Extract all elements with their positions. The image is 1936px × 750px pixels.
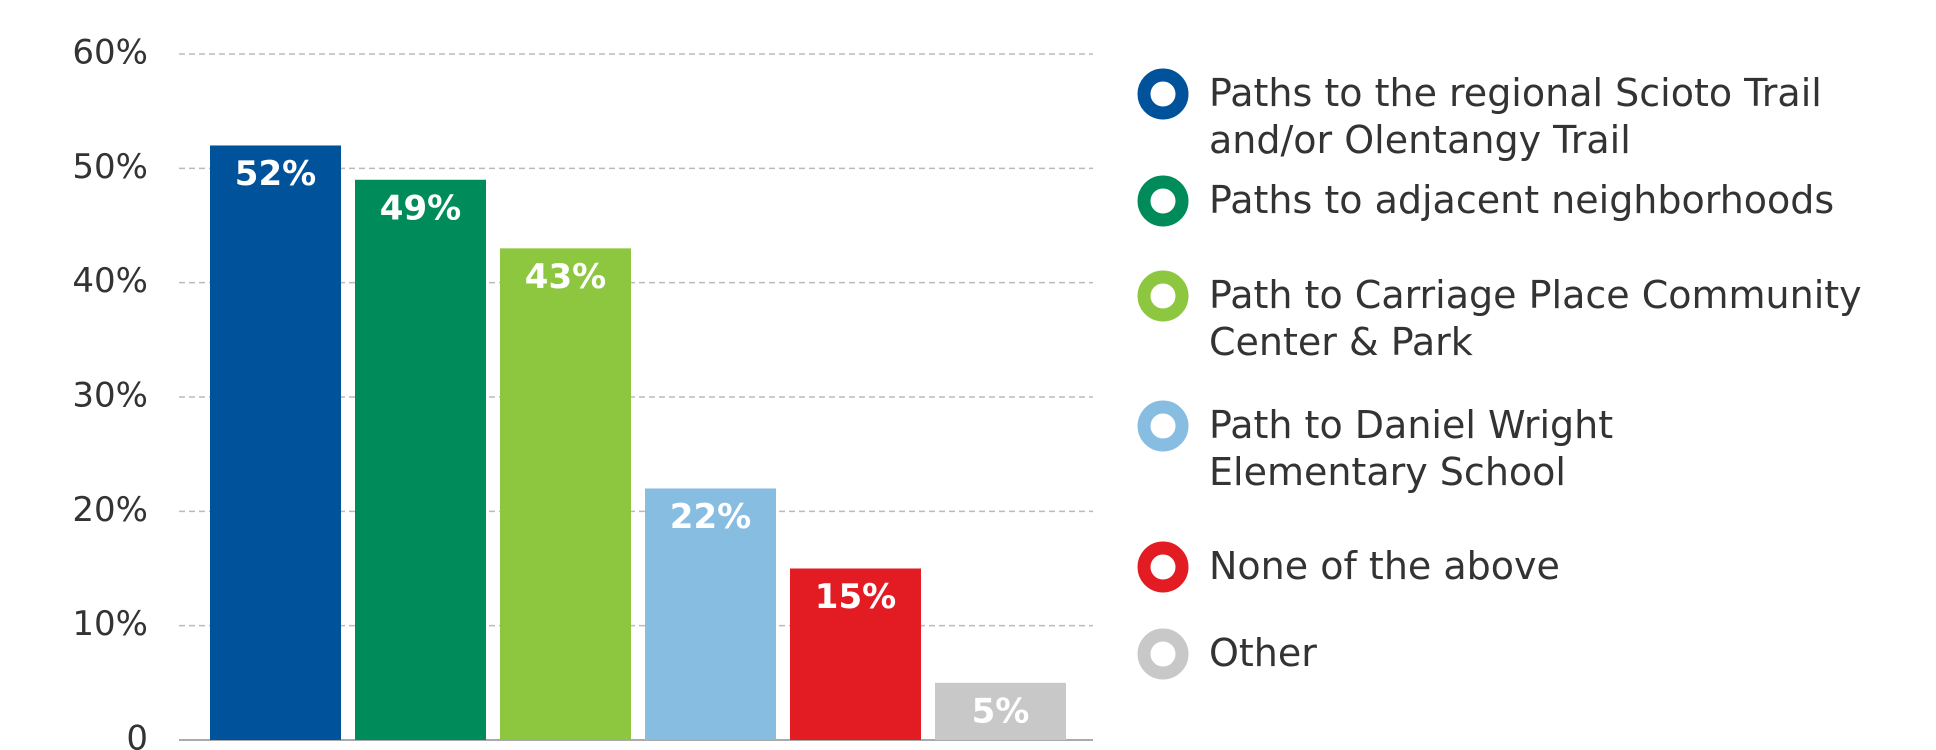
legend-marker (1137, 270, 1189, 322)
data-label: 49% (380, 188, 461, 228)
bar (935, 682, 1066, 740)
bar (790, 568, 921, 740)
bar (210, 145, 341, 740)
legend-marker (1137, 628, 1189, 680)
y-tick-label: 10% (72, 604, 148, 644)
legend-label: Path to Daniel Wright Elementary School (1209, 403, 1614, 494)
data-label: 43% (525, 257, 606, 297)
data-label: 15% (815, 577, 896, 617)
legend-marker (1137, 400, 1189, 452)
bar (355, 179, 486, 740)
data-label: 5% (972, 691, 1030, 731)
y-tick-label: 30% (72, 376, 148, 416)
bar (500, 248, 631, 740)
legend-marker (1137, 68, 1189, 120)
legend-marker (1137, 541, 1189, 593)
y-tick-label: 20% (72, 490, 148, 530)
legend-label: Other (1209, 631, 1317, 675)
legend-label: None of the above (1209, 544, 1560, 588)
legend-label: Paths to adjacent neighborhoods (1209, 178, 1835, 222)
legend-marker (1137, 175, 1189, 227)
y-tick-label: 40% (72, 261, 148, 301)
y-tick-label: 50% (72, 147, 148, 187)
legend-label: Paths to the regional Scioto Trail and/o… (1209, 71, 1822, 162)
data-label: 22% (670, 497, 751, 537)
y-tick-label: 60% (72, 33, 148, 73)
legend-label: Path to Carriage Place Community Center … (1209, 273, 1862, 364)
data-label: 52% (235, 154, 316, 194)
bar (645, 488, 776, 740)
y-tick-label: 0 (126, 719, 148, 750)
